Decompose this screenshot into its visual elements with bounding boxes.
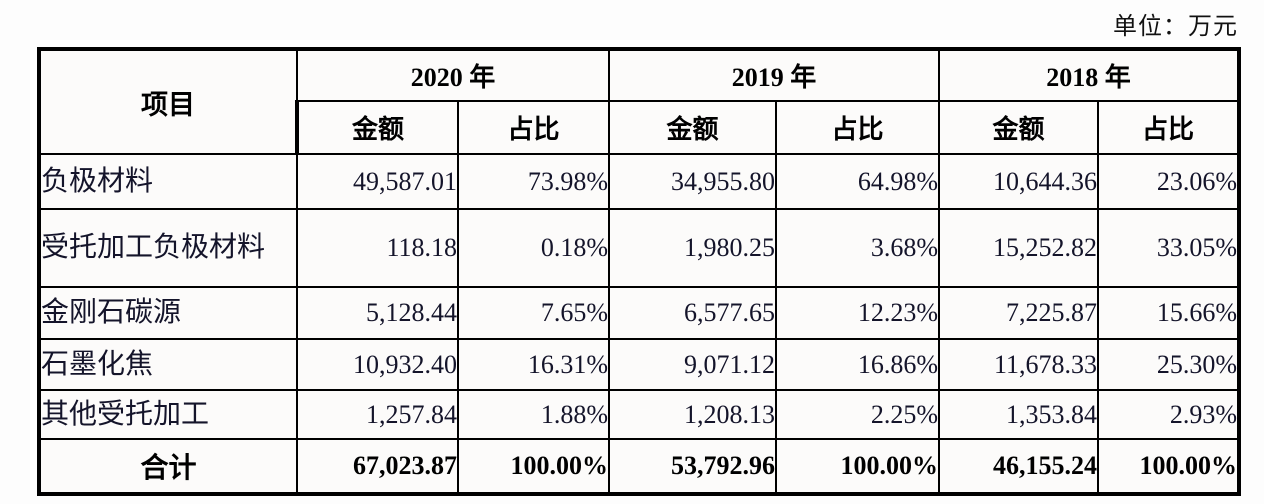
cell-amount-2020: 118.18 [296, 208, 459, 288]
col-header-ratio-2018: 占比 [1097, 100, 1242, 155]
col-header-amount-2018: 金额 [938, 100, 1100, 155]
total-amount-2020: 67,023.87 [296, 438, 459, 496]
cell-ratio-2018: 15.66% [1097, 286, 1242, 340]
cell-amount-2018: 11,678.33 [938, 338, 1100, 391]
table-row: 金刚石碳源 5,128.44 7.65% 6,577.65 12.23% 7,2… [37, 286, 1242, 340]
cell-amount-2018: 7,225.87 [938, 286, 1100, 340]
cell-amount-2019: 34,955.80 [608, 153, 778, 210]
table-row: 负极材料 49,587.01 73.98% 34,955.80 64.98% 1… [37, 153, 1242, 210]
total-amount-2019: 53,792.96 [608, 438, 778, 496]
col-header-year-2019: 2019 年 [608, 47, 941, 102]
cell-ratio-2020: 73.98% [456, 153, 611, 210]
cell-amount-2018: 15,252.82 [938, 208, 1100, 288]
cell-amount-2019: 6,577.65 [608, 286, 778, 340]
cell-ratio-2018: 2.93% [1097, 389, 1242, 440]
cell-amount-2020: 1,257.84 [296, 389, 459, 440]
cell-ratio-2020: 7.65% [456, 286, 611, 340]
col-header-year-2018: 2018 年 [938, 47, 1242, 102]
row-item-label: 金刚石碳源 [37, 286, 298, 340]
row-item-label: 其他受托加工 [37, 389, 298, 440]
cell-amount-2019: 1,980.25 [608, 208, 778, 288]
cell-ratio-2020: 16.31% [456, 338, 611, 391]
cell-ratio-2020: 0.18% [456, 208, 611, 288]
total-ratio-2020: 100.00% [456, 438, 611, 496]
table-row: 受托加工负极材料 118.18 0.18% 1,980.25 3.68% 15,… [37, 208, 1242, 288]
revenue-breakdown-table: 项目 2020 年 2019 年 2018 年 金额 占比 金额 占比 金额 占… [37, 47, 1242, 496]
total-ratio-2018: 100.00% [1097, 438, 1242, 496]
cell-ratio-2019: 16.86% [775, 338, 941, 391]
total-row: 合计 67,023.87 100.00% 53,792.96 100.00% 4… [37, 438, 1242, 496]
col-header-amount-2019: 金额 [608, 100, 778, 155]
header-row-years: 项目 2020 年 2019 年 2018 年 [37, 47, 1242, 155]
cell-amount-2020: 5,128.44 [296, 286, 459, 340]
cell-ratio-2018: 25.30% [1097, 338, 1242, 391]
col-header-ratio-2020: 占比 [456, 100, 611, 155]
total-ratio-2019: 100.00% [775, 438, 941, 496]
col-header-year-2020: 2020 年 [295, 47, 611, 102]
cell-amount-2020: 10,932.40 [296, 338, 459, 391]
total-label: 合计 [37, 438, 298, 496]
col-header-item: 项目 [37, 47, 298, 155]
col-header-ratio-2019: 占比 [775, 100, 941, 155]
cell-amount-2018: 1,353.84 [938, 389, 1100, 440]
header-row-subcolumns: 金额 占比 金额 占比 金额 占比 [39, 100, 1242, 155]
row-item-label: 石墨化焦 [37, 338, 298, 391]
cell-amount-2020: 49,587.01 [296, 153, 459, 210]
cell-amount-2018: 10,644.36 [938, 153, 1100, 210]
table-row: 其他受托加工 1,257.84 1.88% 1,208.13 2.25% 1,3… [37, 389, 1242, 440]
cell-ratio-2019: 3.68% [775, 208, 941, 288]
cell-amount-2019: 1,208.13 [608, 389, 778, 440]
row-item-label: 受托加工负极材料 [37, 208, 298, 288]
table-row: 石墨化焦 10,932.40 16.31% 9,071.12 16.86% 11… [37, 338, 1242, 391]
cell-ratio-2018: 33.05% [1097, 208, 1242, 288]
unit-label: 单位：万元 [1113, 14, 1238, 40]
total-amount-2018: 46,155.24 [938, 438, 1100, 496]
col-header-amount-2020: 金额 [295, 100, 459, 155]
cell-ratio-2019: 12.23% [775, 286, 941, 340]
row-item-label: 负极材料 [37, 153, 298, 210]
cell-amount-2019: 9,071.12 [608, 338, 778, 391]
cell-ratio-2020: 1.88% [456, 389, 611, 440]
cell-ratio-2018: 23.06% [1097, 153, 1242, 210]
cell-ratio-2019: 2.25% [775, 389, 941, 440]
cell-ratio-2019: 64.98% [775, 153, 941, 210]
